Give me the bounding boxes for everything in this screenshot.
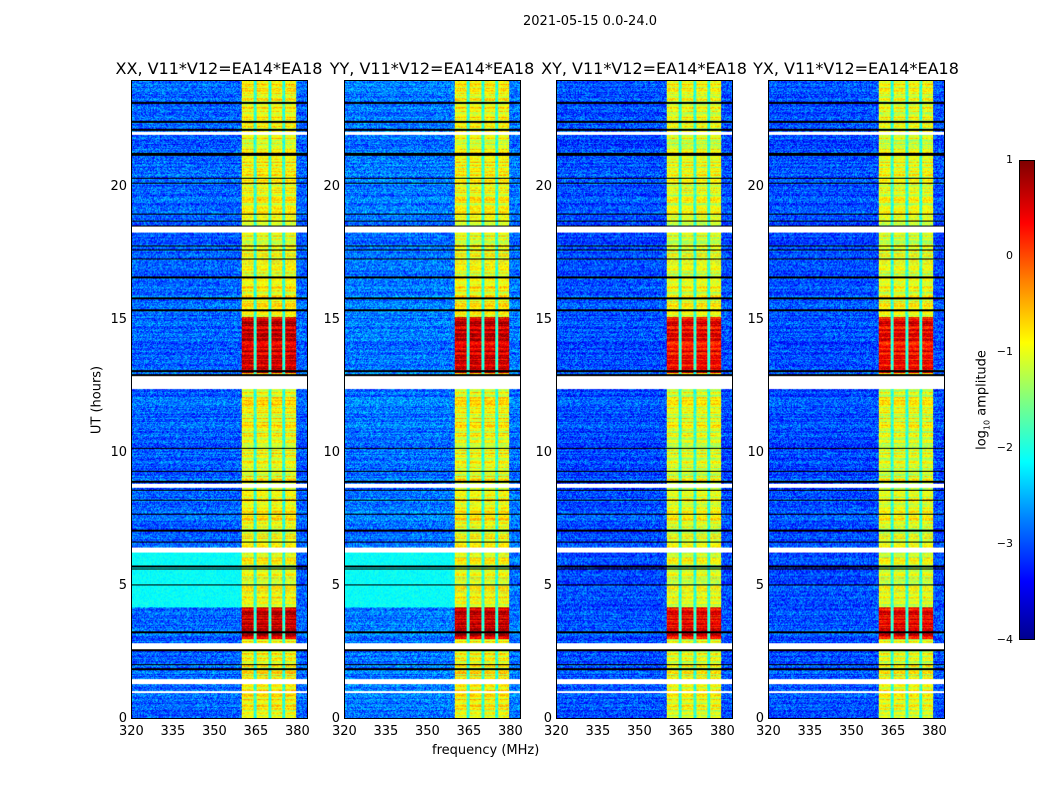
x-tick-label: 380 bbox=[709, 724, 735, 739]
y-tick-label: 15 bbox=[535, 311, 552, 327]
colorbar-label: log10 amplitude bbox=[974, 350, 992, 450]
y-tick-label: 5 bbox=[331, 577, 340, 593]
x-tick-label: 365 bbox=[243, 724, 269, 739]
x-tick-label: 380 bbox=[497, 724, 523, 739]
spectrogram-panel bbox=[768, 80, 945, 719]
panel-title: XX, V11*V12=EA14*EA18 bbox=[115, 59, 323, 78]
y-tick-label: 20 bbox=[110, 178, 127, 194]
x-tick-label: 320 bbox=[119, 724, 144, 739]
x-tick-label: 365 bbox=[456, 724, 482, 739]
spectrogram-panel bbox=[344, 80, 521, 719]
colorbar-tick-label: −4 bbox=[996, 633, 1013, 646]
x-tick-label: 380 bbox=[284, 724, 310, 739]
x-tick-label: 350 bbox=[626, 724, 652, 739]
y-tick-label: 5 bbox=[543, 577, 552, 593]
y-tick-label: 15 bbox=[323, 311, 340, 327]
y-tick-label: 10 bbox=[747, 444, 764, 460]
y-tick-label: 10 bbox=[110, 444, 127, 460]
y-tick-label: 0 bbox=[755, 711, 764, 726]
y-axis-label: UT (hours) bbox=[89, 365, 105, 435]
x-tick-label: 350 bbox=[201, 724, 227, 739]
panel-title: XY, V11*V12=EA14*EA18 bbox=[541, 59, 747, 78]
heatmap-image bbox=[557, 81, 732, 718]
x-tick-label: 335 bbox=[160, 724, 186, 739]
figure-title: 2021-05-15 0.0-24.0 bbox=[523, 14, 657, 29]
x-tick-label: 335 bbox=[797, 724, 823, 739]
colorbar-tick-label: −1 bbox=[996, 345, 1013, 358]
y-tick-label: 15 bbox=[747, 311, 764, 327]
x-tick-label: 365 bbox=[668, 724, 694, 739]
x-tick-label: 380 bbox=[921, 724, 947, 739]
x-tick-label: 320 bbox=[544, 724, 569, 739]
y-tick-label: 20 bbox=[323, 178, 340, 194]
y-tick-label: 10 bbox=[535, 444, 552, 460]
colorbar-tick-label: 0 bbox=[1006, 249, 1013, 262]
colorbar bbox=[1019, 160, 1035, 640]
x-tick-label: 350 bbox=[414, 724, 440, 739]
y-tick-label: 5 bbox=[755, 577, 764, 593]
x-tick-label: 320 bbox=[332, 724, 357, 739]
colorbar-tick-label: −3 bbox=[996, 537, 1013, 550]
panel-title: YX, V11*V12=EA14*EA18 bbox=[753, 59, 959, 78]
heatmap-image bbox=[132, 81, 307, 718]
x-tick-label: 350 bbox=[838, 724, 864, 739]
y-tick-label: 10 bbox=[323, 444, 340, 460]
heatmap-image bbox=[345, 81, 520, 718]
x-tick-label: 335 bbox=[373, 724, 399, 739]
y-tick-label: 0 bbox=[331, 711, 340, 726]
y-tick-label: 5 bbox=[118, 577, 127, 593]
x-tick-label: 320 bbox=[756, 724, 781, 739]
colorbar-tick-label: 1 bbox=[1006, 153, 1013, 166]
colorbar-tick-label: −2 bbox=[996, 441, 1013, 454]
spectrogram-panel bbox=[131, 80, 308, 719]
heatmap-image bbox=[769, 81, 944, 718]
x-tick-label: 335 bbox=[585, 724, 611, 739]
x-tick-label: 365 bbox=[880, 724, 906, 739]
y-tick-label: 0 bbox=[543, 711, 552, 726]
y-tick-label: 0 bbox=[118, 711, 127, 726]
y-tick-label: 20 bbox=[747, 178, 764, 194]
panel-title: YY, V11*V12=EA14*EA18 bbox=[329, 59, 535, 78]
y-tick-label: 20 bbox=[535, 178, 552, 194]
y-tick-label: 15 bbox=[110, 311, 127, 327]
spectrogram-panel bbox=[556, 80, 733, 719]
x-axis-label: frequency (MHz) bbox=[432, 743, 540, 758]
